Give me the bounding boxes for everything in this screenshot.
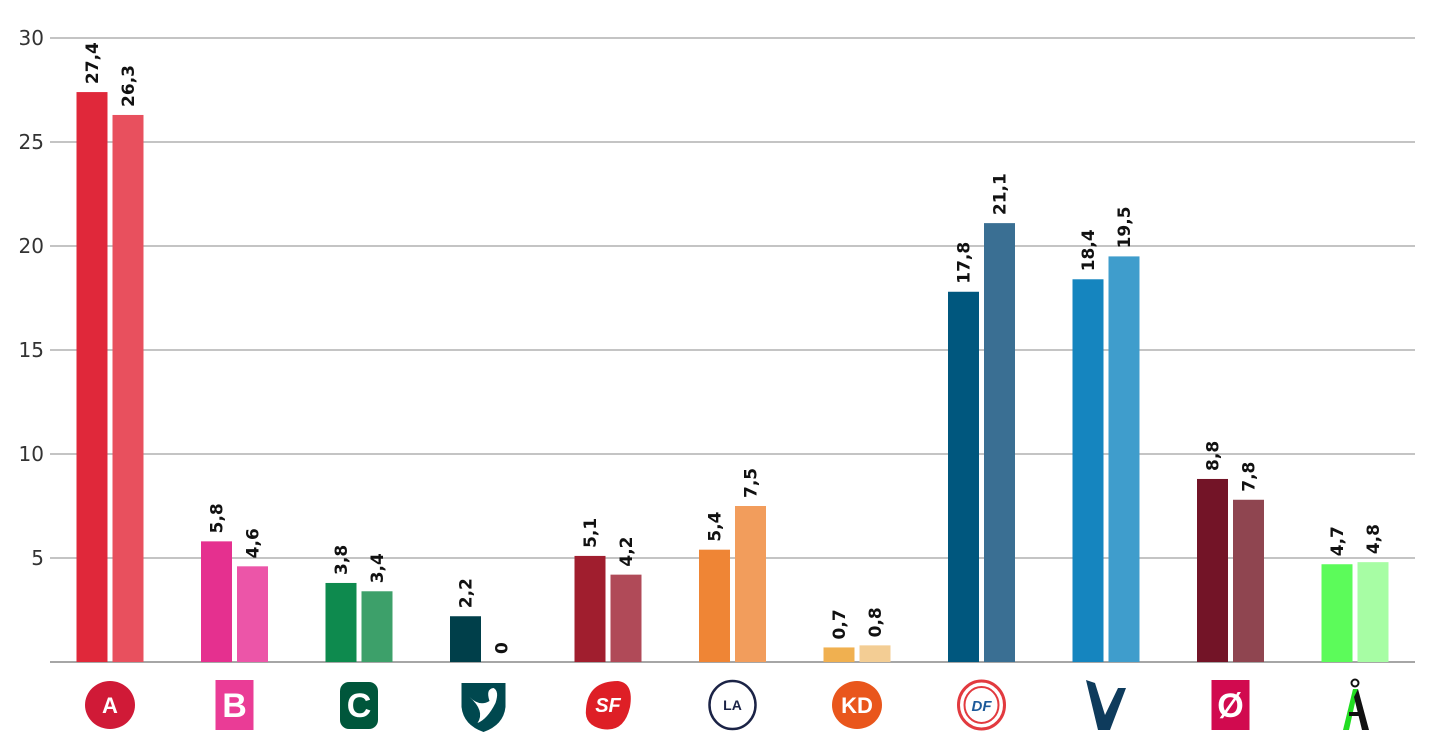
bar xyxy=(984,223,1015,662)
bar xyxy=(574,555,606,662)
logo-text: DF xyxy=(972,698,993,715)
data-label: 0 xyxy=(493,642,513,654)
logo-shape xyxy=(1350,678,1360,688)
data-label: 26,3 xyxy=(119,65,139,107)
bar xyxy=(610,574,642,662)
bar xyxy=(1233,499,1264,662)
data-label: 4,8 xyxy=(1364,524,1384,554)
category-group-V: 18,4 19,5 xyxy=(1072,206,1140,730)
logo-shape xyxy=(957,679,1006,731)
bar xyxy=(859,645,891,662)
logo-shape xyxy=(215,680,254,730)
bar xyxy=(1357,562,1389,662)
df-logo: DF xyxy=(957,679,1006,731)
c-logo: C xyxy=(340,682,378,729)
y-tick-label: 20 xyxy=(19,234,44,258)
logo-shape xyxy=(1349,712,1362,716)
logo-text: LA xyxy=(723,697,742,713)
data-label: 5,1 xyxy=(581,518,601,548)
logo-shape xyxy=(708,679,757,731)
y-tick-label: 30 xyxy=(19,26,44,50)
a-logo: A xyxy=(85,681,135,729)
la-logo: LA xyxy=(708,679,757,731)
y-tick-label: 15 xyxy=(19,338,44,362)
data-label: 19,5 xyxy=(1115,206,1135,248)
oe-logo: Ø xyxy=(1211,680,1250,730)
data-label: 4,7 xyxy=(1328,526,1348,556)
logo-shape xyxy=(963,686,1000,724)
bar xyxy=(1197,478,1228,662)
aa-logo xyxy=(1343,678,1369,730)
logo-text: A xyxy=(102,693,118,718)
data-label: 5,4 xyxy=(706,511,726,541)
category-group-DF: 17,8 21,1 DF xyxy=(948,173,1015,731)
category-group-C: 3,8 3,4 C xyxy=(325,545,393,729)
swan-icon xyxy=(469,688,498,723)
data-label: 3,8 xyxy=(332,545,352,575)
bar xyxy=(823,647,855,662)
category-group-A: 27,4 26,3 A xyxy=(76,42,144,729)
bar xyxy=(735,506,766,662)
data-label: 4,6 xyxy=(244,528,264,558)
logo-shape xyxy=(1354,689,1369,730)
data-label: 27,4 xyxy=(83,42,103,84)
data-label: 21,1 xyxy=(991,173,1011,215)
category-group-D: 2,20 xyxy=(450,578,513,732)
data-label: 8,8 xyxy=(1204,441,1224,471)
logo-shape xyxy=(585,681,631,730)
bar xyxy=(450,616,481,662)
bar xyxy=(325,582,357,662)
logo-shape xyxy=(340,682,378,729)
category-group-Ø: 8,8 7,8 Ø xyxy=(1197,441,1264,730)
category-group-B: 5,8 4,6 B xyxy=(201,503,268,730)
category-group-KD: 0,7 0,8 KD xyxy=(823,607,891,729)
y-tick-label: 5 xyxy=(31,546,44,570)
logo-shape xyxy=(1086,680,1126,730)
logo-shape xyxy=(85,681,135,729)
logo-text: SF xyxy=(595,695,621,717)
bar xyxy=(201,541,232,662)
bar xyxy=(1072,279,1104,662)
category-group-Å: 4,7 4,8 xyxy=(1321,524,1389,730)
bar xyxy=(699,549,730,662)
bar xyxy=(1108,256,1140,662)
data-label: 7,5 xyxy=(742,468,762,498)
logo-text: B xyxy=(222,687,247,725)
data-label: 17,8 xyxy=(955,242,975,284)
category-group-SF: 5,1 4,2 SF xyxy=(574,518,642,730)
sf-logo: SF xyxy=(585,681,631,730)
data-label: 7,8 xyxy=(1240,462,1260,492)
bar xyxy=(361,591,393,662)
data-label: 0,8 xyxy=(866,607,886,637)
bar xyxy=(1321,564,1353,662)
bar xyxy=(948,291,979,662)
kd-logo: KD xyxy=(832,681,882,729)
bar xyxy=(237,566,268,662)
y-tick-label: 25 xyxy=(19,130,44,154)
logo-shape xyxy=(1343,689,1358,730)
logo-shape xyxy=(832,681,882,729)
b-logo: B xyxy=(215,680,254,730)
logo-shape xyxy=(1211,680,1250,730)
data-label: 5,8 xyxy=(208,503,228,533)
swan-logo xyxy=(461,683,506,732)
data-label: 4,2 xyxy=(617,537,637,567)
logo-text: Ø xyxy=(1217,687,1243,725)
logo-text: KD xyxy=(841,693,873,718)
v-logo xyxy=(1086,680,1126,730)
logo-text: C xyxy=(347,687,372,725)
bar xyxy=(112,114,144,662)
data-label: 18,4 xyxy=(1079,229,1099,271)
data-label: 3,4 xyxy=(368,553,388,583)
y-tick-label: 10 xyxy=(19,442,44,466)
data-label: 2,2 xyxy=(457,578,477,608)
data-label: 0,7 xyxy=(830,609,850,639)
category-group-LA: 5,4 7,5 LA xyxy=(699,468,766,731)
bar xyxy=(76,92,108,662)
